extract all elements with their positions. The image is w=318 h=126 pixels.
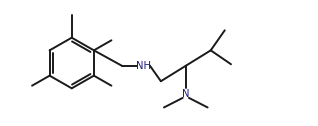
- Text: NH: NH: [136, 61, 151, 71]
- Text: N: N: [182, 89, 190, 99]
